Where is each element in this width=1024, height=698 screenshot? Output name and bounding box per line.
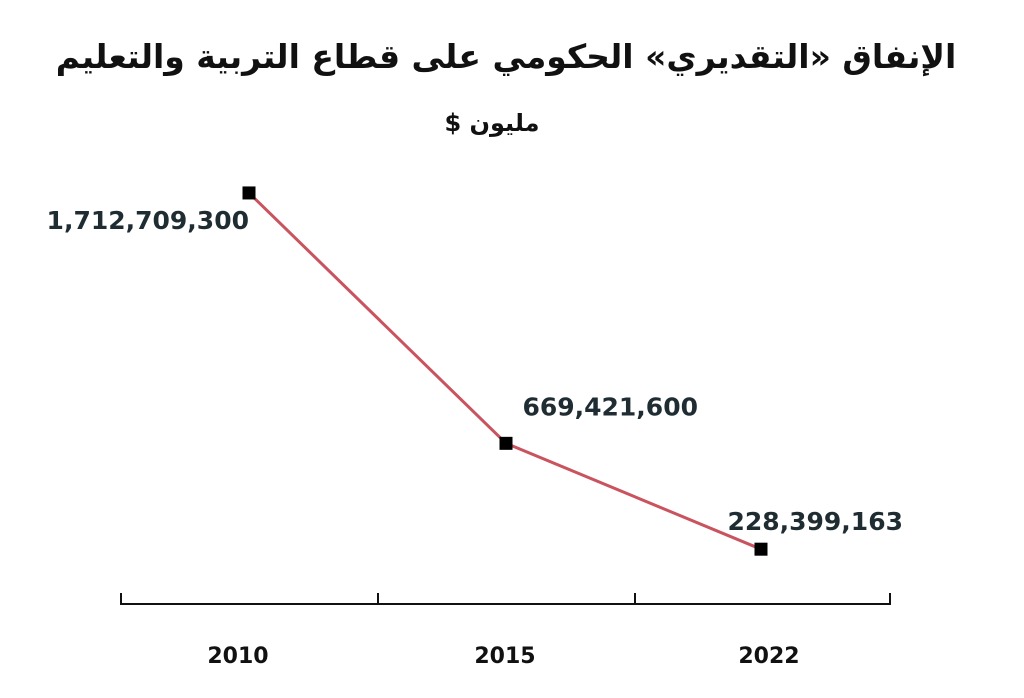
data-label-2015: 669,421,600 bbox=[522, 392, 698, 421]
series-line bbox=[247, 191, 762, 551]
chart-title: الإنفاق «التقديري» الحكومي على قطاع التر… bbox=[56, 37, 957, 77]
chart-subtitle: مليون $ bbox=[444, 109, 539, 137]
x-tick-labels: 2010 2015 2022 bbox=[207, 644, 799, 669]
data-point-2015 bbox=[499, 436, 513, 450]
x-tick-label-2015: 2015 bbox=[474, 644, 535, 669]
x-axis bbox=[120, 593, 891, 605]
data-point-2010 bbox=[242, 186, 256, 200]
x-tick-label-2022: 2022 bbox=[738, 644, 799, 669]
series-line-group bbox=[247, 191, 762, 551]
x-tick-label-2010: 2010 bbox=[207, 644, 268, 669]
data-labels: 1,712,709,300 669,421,600 228,399,163 bbox=[47, 206, 903, 536]
data-point-2022 bbox=[754, 542, 768, 556]
data-label-2010: 1,712,709,300 bbox=[47, 206, 249, 235]
data-label-2022: 228,399,163 bbox=[727, 507, 903, 536]
data-points bbox=[242, 186, 768, 556]
